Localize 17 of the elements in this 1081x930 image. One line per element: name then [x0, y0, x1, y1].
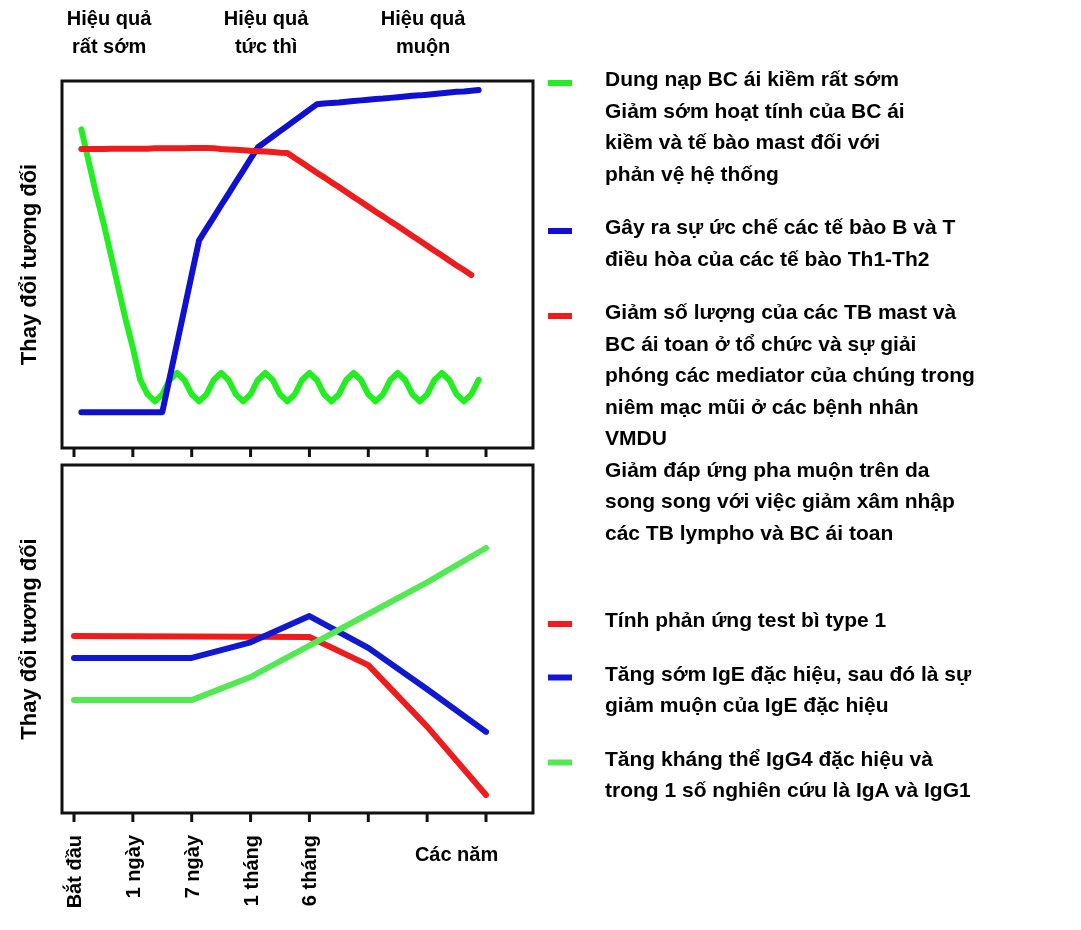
text: Hiệu quả tức thì — [223, 7, 310, 58]
legend-label: Dung nạp BC ái kiềm rất sớm Giảm sớm hoạt tính của BC ái kiềm và tế bào mast đối với phản vệ hệ thống — [605, 66, 905, 185]
legend-label: Tính phản ứng test bì type 1 — [605, 607, 887, 631]
y-axis-title: Thay đổi tương đối — [16, 163, 41, 366]
legend-label: Giảm số lượng của các TB mast và BC ái toan ở tổ chức và sự giải phóng các mediator của chúng trong niêm mạc mũi ở các bệnh nhân VMDU Giảm đáp ứng pha muộn trên da song song với việc giảm xâm nhập các TB lympho và BC ái toan — [605, 299, 975, 544]
text: Hiệu quả muộn — [380, 7, 467, 58]
x-tick-label: 7 ngày — [180, 834, 203, 899]
y-axis-title: Thay đổi tương đối — [16, 538, 41, 740]
x-tick-label: Bắt đầu — [62, 835, 85, 909]
x-tick-label: 1 ngày — [121, 834, 144, 899]
x-tick-label: 6 tháng — [298, 835, 321, 907]
legend-label: Tăng sớm IgE đặc hiệu, sau đó là sự giảm muộn của IgE đặc hiệu — [605, 661, 973, 716]
legend-label: Gây ra sự ức chế các tế bào B và T điều hòa của các tế bào Th1-Th2 — [605, 214, 956, 270]
x-axis-title: Các năm — [414, 843, 499, 865]
text: Hiệu quả rất sớm — [66, 7, 153, 58]
legend-label: Tăng kháng thể IgG4 đặc hiệu và trong 1 số nghiên cứu là IgA và IgG1 — [605, 746, 971, 801]
x-tick-label: 1 tháng — [239, 835, 262, 907]
